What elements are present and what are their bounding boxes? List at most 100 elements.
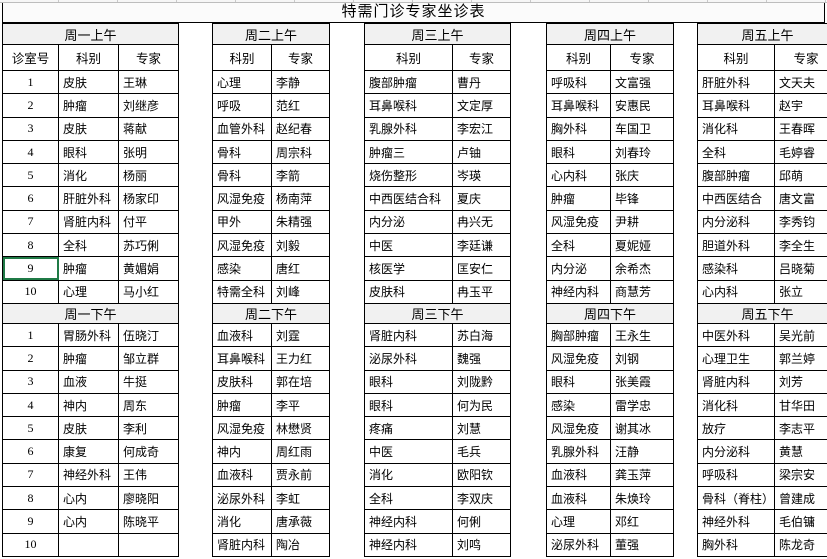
expert-cell[interactable]: 尹耕	[610, 209, 674, 235]
department-cell[interactable]: 呼吸	[212, 93, 272, 118]
expert-cell[interactable]: 邱萌	[774, 163, 827, 188]
department-cell[interactable]: 血液科	[546, 462, 611, 488]
room-number-cell[interactable]: 3	[2, 116, 59, 141]
expert-cell[interactable]: 黄媚娟	[118, 256, 179, 281]
expert-cell[interactable]: 刘慧	[452, 416, 511, 441]
expert-cell[interactable]: 刘芳	[774, 369, 827, 394]
expert-cell[interactable]: 卢铀	[452, 139, 511, 165]
room-number-cell[interactable]: 4	[2, 139, 59, 165]
expert-cell[interactable]: 黄慧	[774, 439, 827, 464]
department-cell[interactable]: 血液科	[546, 486, 611, 511]
expert-cell[interactable]: 苏巧俐	[118, 233, 179, 258]
department-cell[interactable]: 心理	[546, 509, 611, 534]
expert-cell[interactable]: 邓红	[610, 509, 674, 534]
expert-cell[interactable]: 张立	[774, 279, 827, 304]
expert-cell[interactable]: 赵宇	[774, 93, 827, 118]
morning-band-label[interactable]: 周一上午	[2, 23, 179, 45]
department-cell[interactable]: 消化科	[696, 392, 776, 418]
expert-cell[interactable]: 谢其冰	[610, 416, 674, 441]
expert-cell[interactable]: 周东	[118, 392, 179, 418]
department-cell[interactable]: 乳腺外科	[364, 116, 453, 141]
department-cell[interactable]: 心内科	[546, 163, 611, 188]
expert-cell[interactable]: 刘春玲	[610, 139, 674, 165]
department-cell[interactable]: 肿瘤	[58, 256, 119, 281]
department-cell[interactable]: 肿瘤	[546, 186, 611, 211]
expert-col-header[interactable]: 专家	[271, 44, 330, 71]
department-cell[interactable]: 风湿免疫	[212, 233, 272, 258]
expert-col-header[interactable]: 专家	[118, 44, 179, 71]
dept-col-header[interactable]: 科别	[364, 44, 453, 71]
room-col-header[interactable]: 诊室号	[2, 44, 59, 71]
department-cell[interactable]: 胆道外科	[696, 233, 776, 258]
expert-cell[interactable]: 何成奇	[118, 439, 179, 464]
expert-cell[interactable]: 朱精强	[271, 209, 330, 235]
department-cell[interactable]: 感染	[212, 256, 272, 281]
expert-cell[interactable]: 张美霞	[610, 369, 674, 394]
expert-cell[interactable]: 刘霆	[271, 322, 330, 348]
expert-cell[interactable]: 周宗科	[271, 139, 330, 165]
department-cell[interactable]: 耳鼻喉科	[364, 93, 453, 118]
department-cell[interactable]: 皮肤科	[212, 369, 272, 394]
expert-col-header[interactable]: 专家	[774, 44, 827, 71]
dept-col-header[interactable]: 科别	[696, 44, 776, 71]
department-cell[interactable]: 血管外科	[212, 116, 272, 141]
department-cell[interactable]: 肾脏内科	[58, 209, 119, 235]
department-cell[interactable]: 内分泌	[364, 209, 453, 235]
department-cell[interactable]: 呼吸科	[696, 462, 776, 488]
department-cell[interactable]: 眼科	[364, 392, 453, 418]
department-cell[interactable]: 烧伤整形	[364, 163, 453, 188]
expert-cell[interactable]: 匡安仁	[452, 256, 511, 281]
expert-cell[interactable]: 李利	[118, 416, 179, 441]
department-cell[interactable]: 中医外科	[696, 322, 776, 348]
department-cell[interactable]: 感染	[546, 392, 611, 418]
room-number-cell[interactable]: 1	[2, 322, 59, 348]
expert-cell[interactable]: 刘继彦	[118, 93, 179, 118]
afternoon-band-label[interactable]: 周五下午	[696, 302, 827, 324]
room-number-cell[interactable]: 6	[2, 439, 59, 464]
department-cell[interactable]: 血液	[58, 369, 119, 394]
department-cell[interactable]: 肿瘤三	[364, 139, 453, 165]
morning-band-label[interactable]: 周五上午	[696, 23, 827, 45]
expert-cell[interactable]: 雷学忠	[610, 392, 674, 418]
department-cell[interactable]: 中医	[364, 233, 453, 258]
department-cell[interactable]: 肾脏内科	[364, 322, 453, 348]
room-number-cell[interactable]: 1	[2, 69, 59, 95]
expert-cell[interactable]: 甘华田	[774, 392, 827, 418]
expert-col-header[interactable]: 专家	[610, 44, 674, 71]
expert-cell[interactable]: 周红雨	[271, 439, 330, 464]
department-cell[interactable]: 神经内科	[364, 532, 453, 557]
department-cell[interactable]: 消化	[212, 509, 272, 534]
room-number-cell[interactable]: 5	[2, 163, 59, 188]
department-cell[interactable]: 胸外科	[546, 116, 611, 141]
department-cell[interactable]: 心理卫生	[696, 346, 776, 371]
expert-cell[interactable]: 欧阳钦	[452, 462, 511, 488]
expert-cell[interactable]: 毛婷睿	[774, 139, 827, 165]
department-cell[interactable]: 风湿免疫	[212, 416, 272, 441]
dept-col-header[interactable]: 科别	[212, 44, 272, 71]
expert-cell[interactable]: 李全生	[774, 233, 827, 258]
expert-cell[interactable]: 贾永前	[271, 462, 330, 488]
department-cell[interactable]: 血液科	[212, 462, 272, 488]
expert-cell[interactable]: 杨南萍	[271, 186, 330, 211]
expert-cell[interactable]: 苏白海	[452, 322, 511, 348]
expert-cell[interactable]: 张庆	[610, 163, 674, 188]
expert-cell[interactable]: 岑瑛	[452, 163, 511, 188]
department-cell[interactable]: 风湿免疫	[546, 346, 611, 371]
room-number-cell[interactable]: 8	[2, 233, 59, 258]
department-cell[interactable]: 泌尿外科	[546, 532, 611, 557]
department-cell[interactable]: 乳腺外科	[546, 439, 611, 464]
expert-cell[interactable]: 付平	[118, 209, 179, 235]
department-cell[interactable]: 肾脏内科	[212, 532, 272, 557]
room-number-cell[interactable]: 2	[2, 346, 59, 371]
morning-band-label[interactable]: 周四上午	[546, 23, 674, 45]
expert-cell[interactable]: 安惠民	[610, 93, 674, 118]
expert-cell[interactable]: 文富强	[610, 69, 674, 95]
department-cell[interactable]: 心内	[58, 486, 119, 511]
department-cell[interactable]: 耳鼻喉科	[696, 93, 776, 118]
room-number-cell[interactable]: 7	[2, 462, 59, 488]
department-cell[interactable]: 眼科	[546, 139, 611, 165]
department-cell[interactable]: 神经内科	[364, 509, 453, 534]
expert-cell[interactable]: 郭在培	[271, 369, 330, 394]
expert-cell[interactable]: 汪静	[610, 439, 674, 464]
department-cell[interactable]: 胃肠外科	[58, 322, 119, 348]
